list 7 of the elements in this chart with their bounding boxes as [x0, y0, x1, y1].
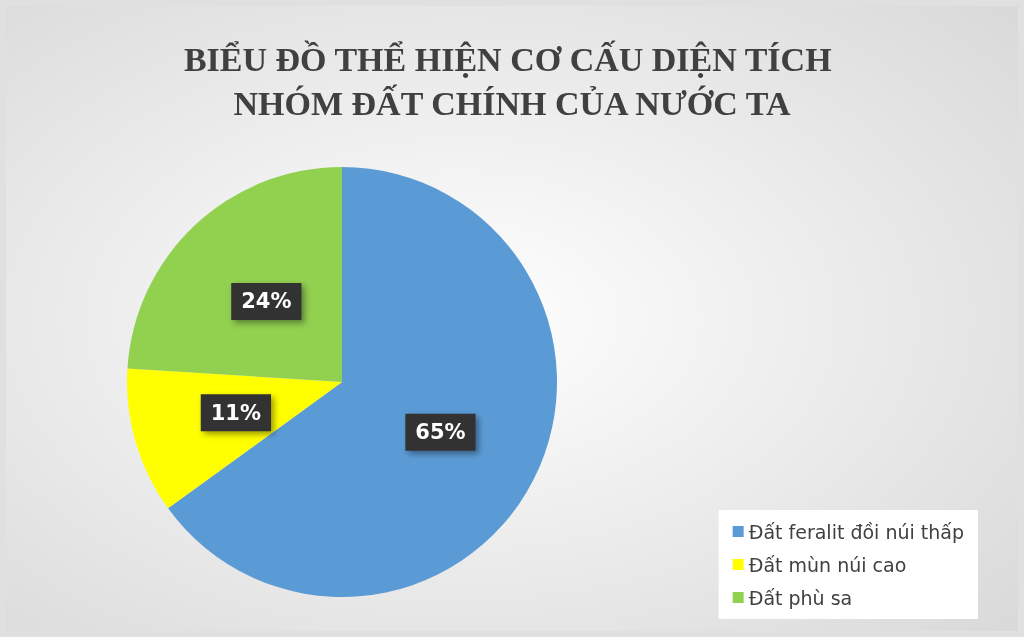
- legend-label: Đất mùn núi cao: [748, 553, 907, 576]
- data-label: 11%: [210, 400, 262, 425]
- data-label: 65%: [415, 420, 466, 445]
- data-label: 24%: [241, 289, 292, 314]
- chart-title: BIỂU ĐỒ THỂ HIỆN CƠ CẤU DIỆN TÍCH NHÓM ĐẤT CHÍNH CỦA NƯỚC TA: [183, 39, 841, 122]
- legend-label: Đất phù sa: [748, 586, 853, 609]
- legend-label: Đất feralit đồi núi thấp: [748, 520, 965, 543]
